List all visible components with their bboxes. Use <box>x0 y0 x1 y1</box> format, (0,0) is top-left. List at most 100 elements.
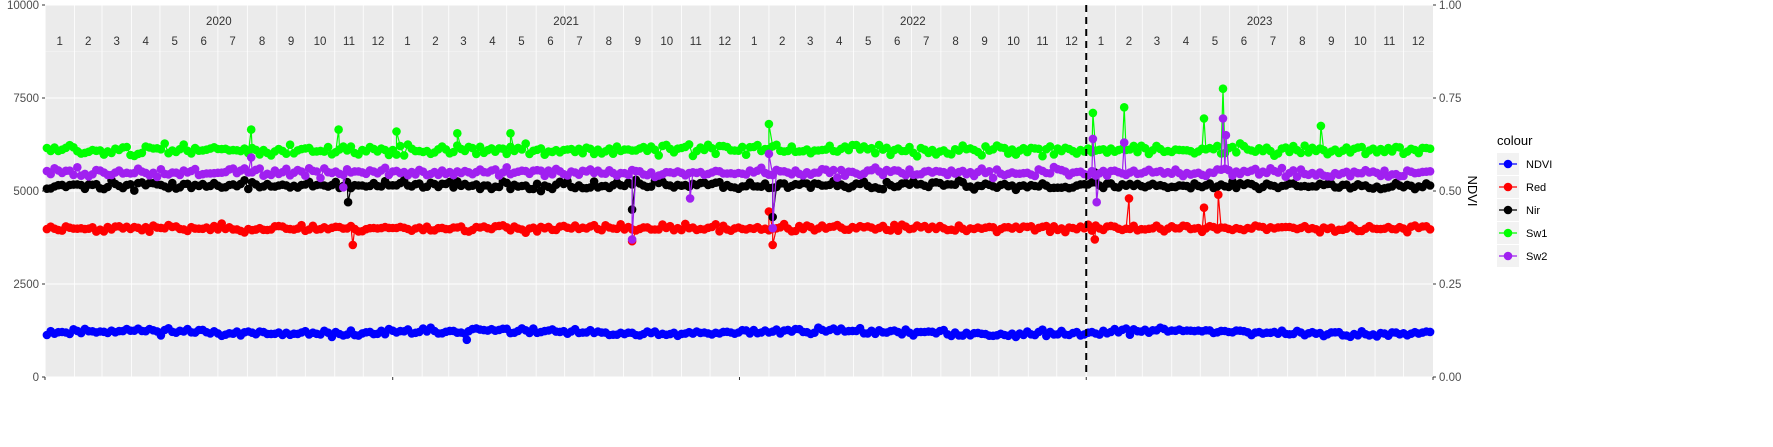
data-point-sw1 <box>122 142 131 152</box>
month-label: 5 <box>865 36 871 48</box>
data-point-sw1 <box>285 140 295 149</box>
data-point-red <box>677 225 686 235</box>
data-point-sw1 <box>711 149 720 159</box>
month-label: 12 <box>1412 36 1425 48</box>
month-label: 8 <box>952 36 958 48</box>
data-point-sw1 <box>1038 151 1047 161</box>
month-label: 5 <box>518 36 524 48</box>
data-point-ndvi <box>1425 327 1435 337</box>
data-point-ndvi <box>462 335 472 345</box>
data-point-red <box>1124 194 1134 203</box>
data-point-nir <box>343 197 353 207</box>
data-point-sw2 <box>1218 114 1228 123</box>
data-point-sw1 <box>179 140 188 149</box>
data-point-sw2 <box>1277 163 1287 173</box>
data-point-red <box>348 240 358 250</box>
data-point-sw2 <box>1292 172 1302 181</box>
data-point-sw1 <box>246 125 256 134</box>
data-point-sw2 <box>833 173 842 182</box>
month-label: 3 <box>460 36 466 48</box>
month-label: 7 <box>1270 36 1276 48</box>
data-point-red <box>1090 235 1100 244</box>
data-point-sw2 <box>339 183 348 192</box>
month-label: 12 <box>372 36 385 48</box>
data-point-sw1 <box>392 150 401 159</box>
month-label: 8 <box>606 36 612 48</box>
data-point-sw1 <box>1218 84 1228 93</box>
data-point-ndvi <box>1121 324 1131 333</box>
data-point-sw2 <box>152 172 162 182</box>
data-point-sw1 <box>137 148 147 158</box>
data-point-nir <box>532 179 542 189</box>
y-tick-label-right: 0.50 <box>1439 186 1461 198</box>
legend-key-point <box>1503 228 1513 238</box>
data-point-sw2 <box>1045 169 1055 178</box>
data-point-nir <box>244 184 253 194</box>
data-point-sw1 <box>882 143 891 153</box>
month-label: 5 <box>171 36 177 48</box>
y-axis-left: 0 2500 5000 7500 10000 <box>7 0 45 384</box>
month-label: 2 <box>85 36 91 48</box>
month-label: 11 <box>343 36 355 48</box>
month-label: 7 <box>576 36 582 48</box>
month-label: 10 <box>1007 36 1020 48</box>
data-point-sw2 <box>685 194 695 203</box>
series-nir <box>42 168 1435 222</box>
legend-title: colour <box>1497 133 1533 148</box>
data-point-sw2 <box>1289 166 1298 175</box>
year-label: 2020 <box>206 16 232 28</box>
data-point-sw1 <box>1425 144 1435 153</box>
data-point-sw2 <box>1119 138 1129 147</box>
year-label: 2023 <box>1247 16 1273 28</box>
data-point-red <box>1199 203 1209 212</box>
month-label: 10 <box>660 36 673 48</box>
month-label: 2 <box>432 36 438 48</box>
month-label: 2 <box>1126 36 1132 48</box>
month-label: 5 <box>1212 36 1218 48</box>
month-label: 9 <box>1328 36 1334 48</box>
data-point-sw1 <box>764 119 774 129</box>
series-ndvi <box>42 323 1435 345</box>
data-point-sw2 <box>1092 197 1101 207</box>
data-point-nir <box>240 176 249 185</box>
data-point-sw1 <box>323 142 333 152</box>
y-tick-label-right: 0.00 <box>1439 372 1461 384</box>
month-label: 12 <box>718 36 731 48</box>
data-point-sw2 <box>502 163 512 172</box>
data-point-sw2 <box>255 164 264 173</box>
series <box>42 84 1435 345</box>
y-tick-label-left: 2500 <box>13 279 39 291</box>
data-point-sw1 <box>449 147 458 157</box>
data-point-sw1 <box>1088 108 1098 118</box>
data-point-sw2 <box>1425 167 1435 176</box>
data-point-sw2 <box>69 170 78 180</box>
month-label: 6 <box>547 36 553 48</box>
data-point-sw1 <box>1034 144 1043 154</box>
data-point-sw1 <box>399 151 409 160</box>
data-point-sw1 <box>521 139 530 148</box>
data-point-sw2 <box>988 173 998 183</box>
data-point-nir <box>126 180 135 189</box>
legend-key-point <box>1503 251 1513 261</box>
data-point-sw1 <box>1316 121 1326 131</box>
y-axis-right: 0.00 0.25 0.50 0.75 1.00 NDVI <box>1433 0 1480 384</box>
data-point-sw1 <box>1357 142 1366 152</box>
data-point-sw1 <box>1296 148 1306 158</box>
data-point-nir <box>1228 177 1237 186</box>
month-label: 12 <box>1065 36 1078 48</box>
legend-label: Nir <box>1526 205 1540 217</box>
data-point-sw1 <box>396 141 405 151</box>
month-label: 4 <box>143 36 150 48</box>
data-point-sw2 <box>491 165 500 174</box>
data-point-red <box>1425 225 1435 234</box>
month-label: 9 <box>635 36 641 48</box>
y-tick-label-right: 0.75 <box>1439 93 1461 105</box>
legend-label: Red <box>1526 182 1546 194</box>
month-label: 4 <box>1183 36 1190 48</box>
data-point-sw2 <box>768 223 777 233</box>
month-label: 1 <box>1098 36 1104 48</box>
data-point-sw2 <box>73 163 82 172</box>
data-point-sw1 <box>282 149 291 158</box>
